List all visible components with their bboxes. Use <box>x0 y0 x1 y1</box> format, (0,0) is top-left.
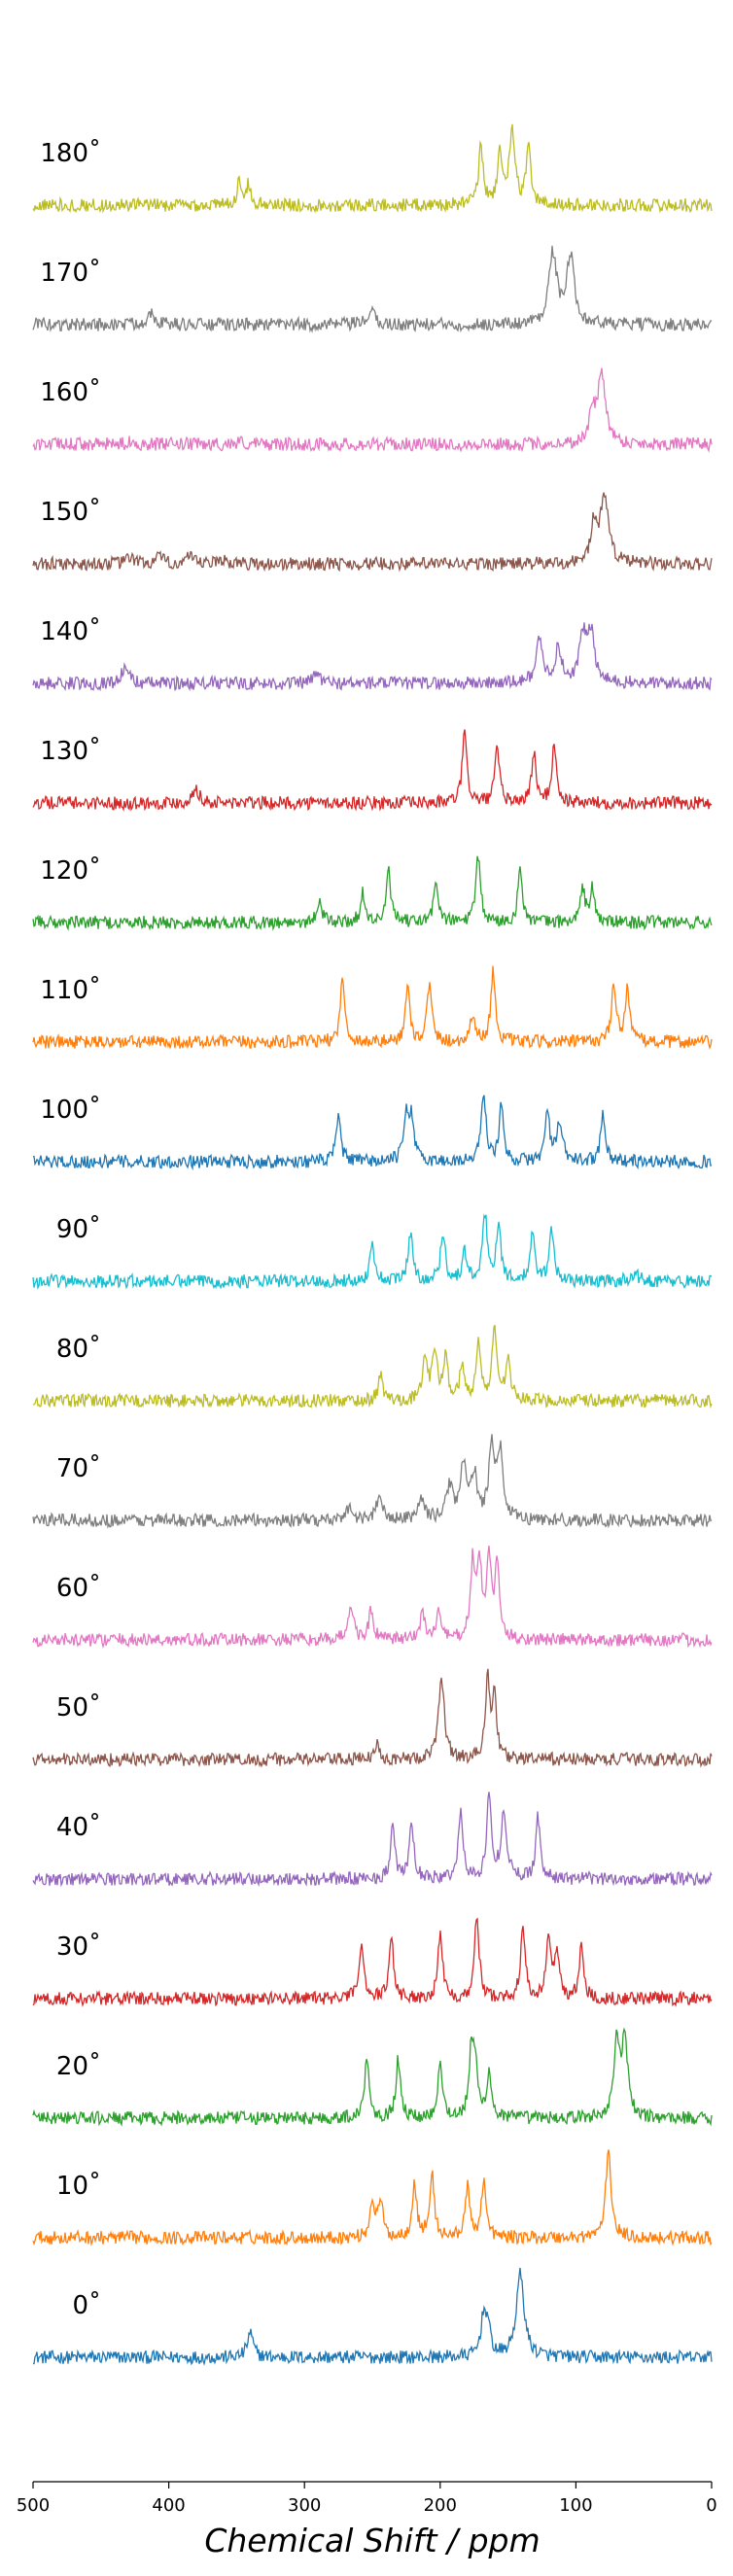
angle-label-100: 100˚ <box>40 1096 101 1125</box>
angle-labels: 0˚ 10˚ 20˚ 30˚ 40˚ 50˚ 60˚ 70˚ 80˚ 90˚ 100˚ 110˚ 120… <box>40 139 101 2320</box>
angle-label-10: 10˚ <box>56 2172 101 2201</box>
angle-label-20: 20˚ <box>56 2052 101 2081</box>
spectrum-trace-140 <box>32 622 713 692</box>
spectrum-trace-110 <box>32 965 713 1050</box>
spectrum-trace-100 <box>32 1095 713 1171</box>
angle-label-40: 40˚ <box>56 1813 101 1842</box>
spectrum-trace-30 <box>32 1917 713 2008</box>
spectrum-trace-160 <box>32 367 713 453</box>
angle-label-150: 150˚ <box>40 498 101 527</box>
x-axis-title: Chemical Shift / ppm <box>204 2522 540 2559</box>
angle-label-0: 0˚ <box>72 2291 101 2320</box>
x-tick-label-200: 200 <box>424 2495 457 2516</box>
spectrum-trace-40 <box>32 1792 713 1888</box>
spectrum-trace-0 <box>32 2267 713 2366</box>
spectrum-trace-10 <box>32 2149 713 2246</box>
angle-label-130: 130˚ <box>40 737 101 766</box>
angle-label-120: 120˚ <box>40 856 101 886</box>
spectrum-trace-150 <box>32 492 713 573</box>
angle-label-60: 60˚ <box>56 1574 101 1603</box>
angle-label-70: 70˚ <box>56 1454 101 1483</box>
spectrum-trace-90 <box>32 1213 713 1290</box>
angle-label-140: 140˚ <box>40 617 101 646</box>
angle-label-30: 30˚ <box>56 1932 101 1962</box>
spectrum-trace-130 <box>32 729 713 813</box>
angle-label-90: 90˚ <box>56 1215 101 1244</box>
x-tick-label-300: 300 <box>288 2495 321 2516</box>
spectrum-trace-120 <box>32 855 713 931</box>
angle-label-180: 180˚ <box>40 139 101 168</box>
angle-label-80: 80˚ <box>56 1335 101 1364</box>
angle-label-50: 50˚ <box>56 1693 101 1723</box>
spectrum-trace-50 <box>32 1668 713 1768</box>
x-tick-label-0: 0 <box>706 2495 716 2516</box>
spectra-traces <box>32 123 713 2366</box>
angle-label-170: 170˚ <box>40 259 101 288</box>
x-tick-label-100: 100 <box>559 2495 592 2516</box>
spectrum-trace-20 <box>32 2027 713 2127</box>
x-tick-label-400: 400 <box>152 2495 185 2516</box>
spectrum-trace-170 <box>32 245 713 333</box>
angle-label-160: 160˚ <box>40 378 101 407</box>
spectrum-trace-80 <box>32 1324 713 1410</box>
angle-label-110: 110˚ <box>40 976 101 1005</box>
x-axis-ticks: 500 400 300 200 100 0 <box>17 2482 717 2516</box>
x-axis: 500 400 300 200 100 0 Chemical Shift / ppm <box>17 2481 717 2559</box>
spectrum-trace-70 <box>32 1434 713 1529</box>
spectrum-trace-60 <box>32 1546 713 1650</box>
x-tick-label-500: 500 <box>17 2495 50 2516</box>
spectrum-trace-180 <box>32 123 713 214</box>
